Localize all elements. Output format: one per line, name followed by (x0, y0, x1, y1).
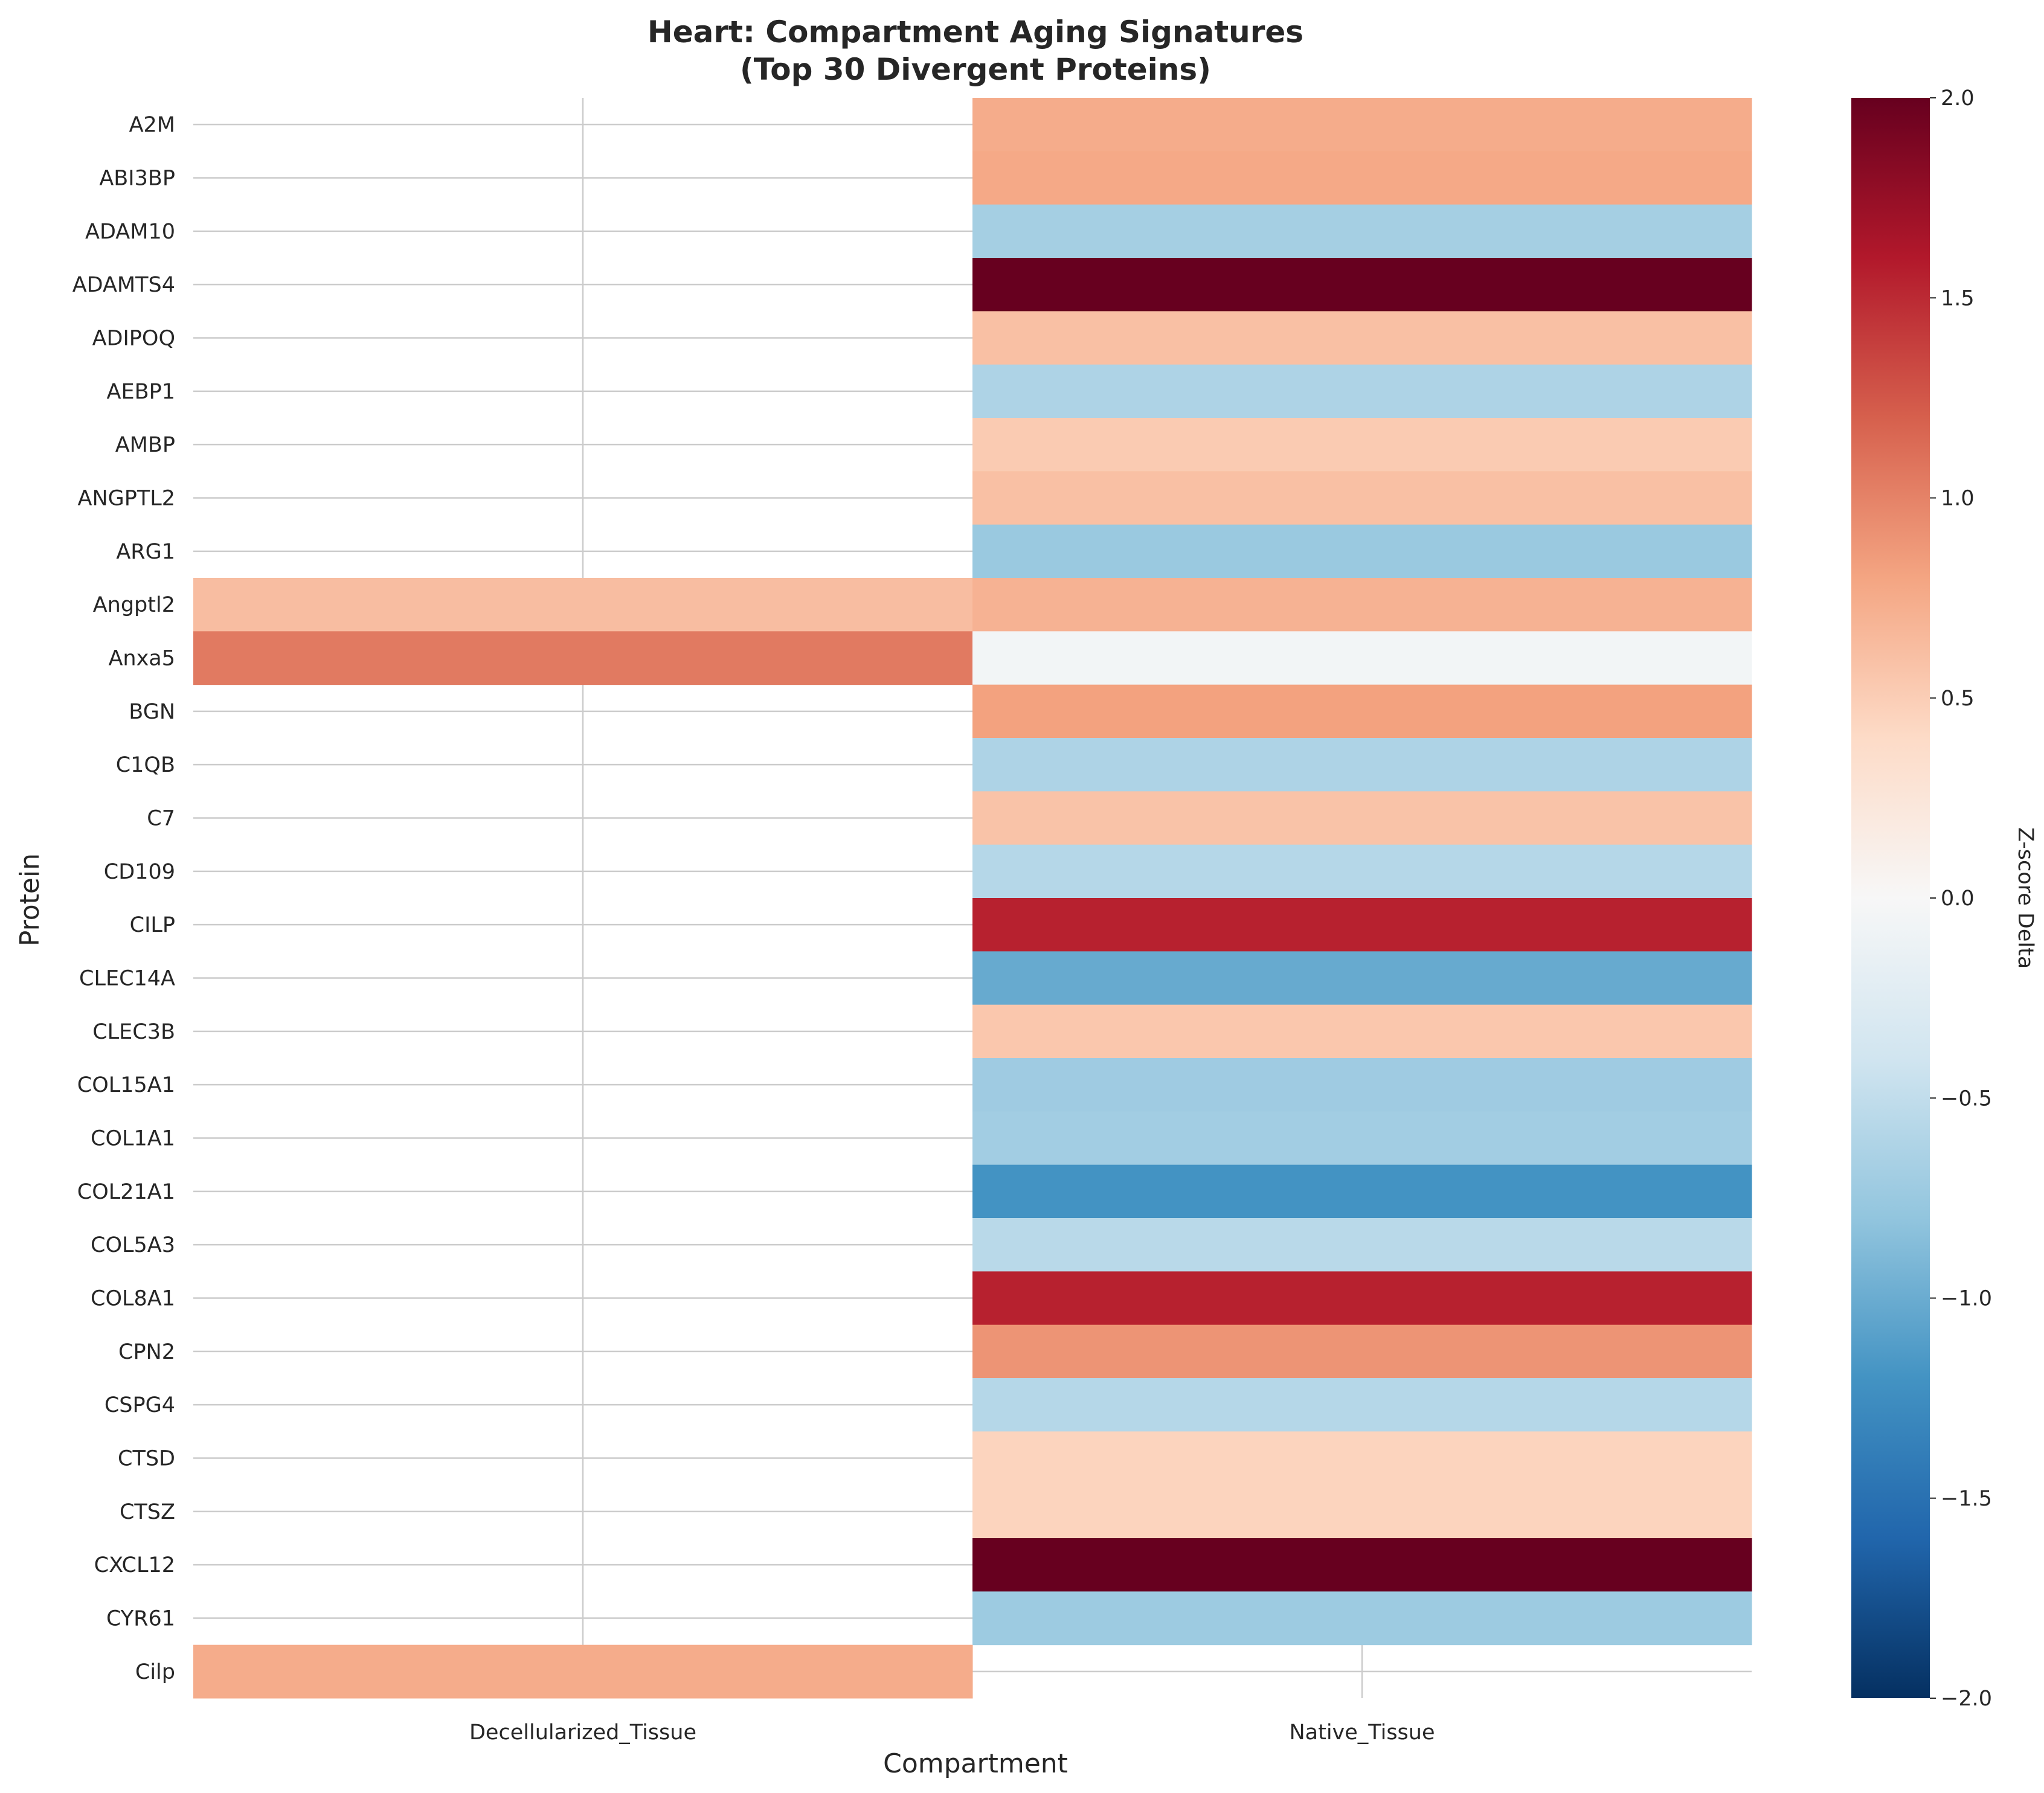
y-tick-label: CTSD (118, 1447, 175, 1471)
y-axis-label: Protein (14, 853, 45, 946)
heatmap-cell (972, 1431, 1752, 1486)
heatmap-cell (972, 1378, 1752, 1432)
colorbar-tick-label: −0.5 (1941, 1086, 1992, 1111)
x-axis-label: Compartment (883, 1748, 1068, 1779)
y-tick-label: ANGPTL2 (78, 487, 176, 511)
y-tick-label: BGN (129, 700, 175, 724)
y-tick-label: CXCL12 (94, 1553, 175, 1577)
y-tick-label: COL8A1 (91, 1287, 175, 1311)
y-tick-label: CLEC3B (92, 1020, 175, 1044)
x-tick-label: Decellularized_Tissue (469, 1721, 696, 1745)
chart-title: Heart: Compartment Aging Signatures (Top … (648, 14, 1303, 87)
y-tick-label: ADAM10 (85, 220, 175, 244)
colorbar-tick-label: −2.0 (1941, 1687, 1992, 1711)
heatmap-cells (193, 98, 1752, 1699)
heatmap-cell (972, 684, 1752, 739)
heatmap-cell (972, 1271, 1752, 1326)
chart-title-line: Heart: Compartment Aging Signatures (648, 14, 1303, 50)
y-tick-label: COL15A1 (77, 1073, 175, 1097)
y-tick-label: CD109 (104, 860, 175, 884)
y-tick-label: AEBP1 (107, 380, 175, 404)
y-tick-labels: A2M ABI3BP ADAM10 ADAMTS4 ADIPOQ AEBP1 AMBP ANG… (72, 113, 175, 1684)
heatmap-cell (972, 98, 1752, 152)
heatmap-cell (972, 311, 1752, 365)
heatmap-cell (972, 1218, 1752, 1272)
colorbar-tick-label: −1.5 (1941, 1487, 1992, 1511)
heatmap-cell (972, 1591, 1752, 1646)
heatmap-cell (972, 1164, 1752, 1219)
colorbar-tick-label: 1.5 (1941, 286, 1975, 310)
heatmap-cell (972, 1484, 1752, 1539)
colorbar-label: Z-score Delta (2013, 827, 2037, 969)
heatmap-cell (972, 524, 1752, 579)
y-tick-label: ABI3BP (99, 167, 175, 191)
colorbar-ticks: 2.0 1.5 1.0 0.5 0.0 −0.5 −1.0 −1.5 −2.0 (1930, 86, 1992, 1711)
y-tick-label: CLEC14A (79, 967, 175, 991)
heatmap-cell (972, 578, 1752, 632)
chart-title-line: (Top 30 Divergent Proteins) (740, 52, 1211, 87)
heatmap-cell (193, 578, 973, 632)
colorbar-tick-label: −1.0 (1941, 1287, 1992, 1311)
heatmap-cell (972, 738, 1752, 792)
heatmap-cell (972, 1004, 1752, 1059)
y-tick-label: C7 (147, 807, 175, 831)
y-tick-label: CYR61 (106, 1607, 175, 1631)
y-tick-label: ARG1 (116, 540, 175, 564)
x-tick-label: Native_Tissue (1289, 1721, 1435, 1745)
y-tick-label: CSPG4 (104, 1393, 175, 1417)
heatmap-cell (972, 1111, 1752, 1166)
heatmap-cell (972, 844, 1752, 899)
y-tick-label: Anxa5 (108, 647, 175, 671)
y-tick-label: CPN2 (118, 1340, 175, 1364)
heatmap-cell (972, 204, 1752, 258)
heatmap-cell (972, 1058, 1752, 1112)
colorbar-tick-label: 2.0 (1941, 86, 1975, 111)
y-tick-label: CILP (130, 913, 175, 937)
colorbar (1851, 98, 1930, 1698)
y-tick-label: AMBP (115, 433, 175, 457)
y-tick-label: ADAMTS4 (72, 273, 175, 297)
heatmap-cell (972, 1324, 1752, 1379)
heatmap-cell (972, 631, 1752, 685)
heatmap-cell (972, 151, 1752, 205)
y-tick-label: Angptl2 (93, 593, 175, 617)
heatmap-cell (193, 1644, 973, 1699)
y-tick-label: A2M (129, 113, 175, 137)
x-tick-labels: Decellularized_Tissue Native_Tissue (469, 1721, 1435, 1745)
colorbar-tick-label: 1.0 (1941, 487, 1975, 511)
heatmap-cell (972, 418, 1752, 472)
y-tick-label: COL1A1 (91, 1127, 175, 1151)
heatmap-cell (972, 951, 1752, 1006)
heatmap-cell (972, 1538, 1752, 1592)
y-tick-label: COL5A3 (91, 1233, 175, 1257)
y-tick-label: ADIPOQ (92, 327, 175, 351)
heatmap-cell (972, 364, 1752, 419)
heatmap-cell (972, 791, 1752, 845)
y-tick-label: CTSZ (120, 1500, 175, 1524)
heatmap-cell (972, 471, 1752, 525)
heatmap-cell (193, 631, 973, 685)
heatmap-cell (972, 898, 1752, 952)
heatmap-cell (972, 258, 1752, 312)
y-tick-label: Cilp (135, 1660, 175, 1684)
y-tick-label: COL21A1 (77, 1180, 175, 1204)
colorbar-tick-label: 0.0 (1941, 887, 1975, 911)
colorbar-tick-label: 0.5 (1941, 687, 1975, 711)
y-tick-label: C1QB (116, 753, 175, 777)
